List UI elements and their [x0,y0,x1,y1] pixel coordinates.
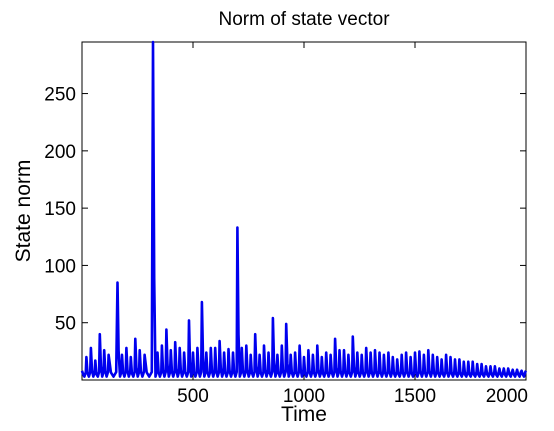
y-axis-label: State norm [12,160,35,263]
series-line [80,40,528,378]
x-tick-label: 1000 [283,386,325,407]
y-tick-label: 150 [44,199,76,220]
x-tick-label: 1500 [394,386,436,407]
y-tick-label: 250 [44,85,76,106]
y-axis: 50 100 150 200 250 [44,85,526,335]
y-tick-label: 100 [44,256,76,277]
y-tick-label: 200 [44,142,76,163]
x-tick-label: 2000 [486,386,528,407]
x-tick-label: 500 [177,386,209,407]
chart-title: Norm of state vector [218,9,390,30]
plot-area [81,41,527,381]
x-axis-label: Time [281,403,327,426]
x-axis: 500 1000 1500 2000 [177,42,528,407]
y-tick-label: 50 [55,314,76,335]
